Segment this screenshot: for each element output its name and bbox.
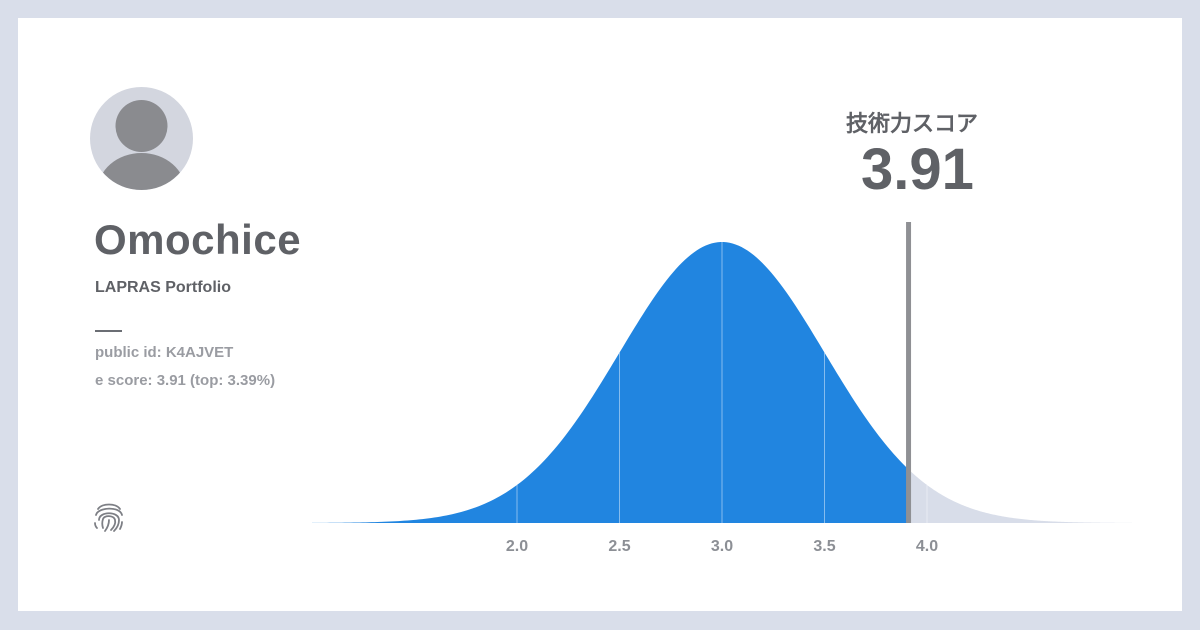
x-tick-label: 4.0 — [916, 538, 938, 555]
public-id-text: public id: K4AJVET — [95, 344, 234, 361]
divider — [95, 330, 122, 332]
avatar — [90, 87, 193, 190]
user-avatar-icon — [97, 100, 186, 190]
x-tick-label: 3.5 — [813, 538, 835, 555]
score-distribution-chart: 2.0 2.5 3.0 3.5 4.0 — [312, 222, 1132, 555]
score-value: 3.91 — [861, 137, 974, 202]
distribution-area-above-score — [908, 469, 1132, 523]
score-card: Omochice LAPRAS Portfolio public id: K4A… — [18, 18, 1182, 611]
x-tick-label: 2.0 — [506, 538, 528, 555]
portfolio-label: LAPRAS Portfolio — [95, 279, 231, 296]
score-marker-line — [906, 222, 912, 523]
x-tick-label: 2.5 — [608, 538, 630, 555]
chart-grid — [516, 242, 928, 523]
distribution-area-below-score — [312, 242, 909, 523]
x-tick-label: 3.0 — [711, 538, 733, 555]
x-axis-ticks: 2.0 2.5 3.0 3.5 4.0 — [506, 538, 938, 555]
user-name: Omochice — [94, 216, 302, 263]
score-rank-text: e score: 3.91 (top: 3.39%) — [95, 372, 276, 389]
fingerprint-icon — [94, 503, 123, 532]
score-label: 技術力スコア — [846, 111, 979, 136]
